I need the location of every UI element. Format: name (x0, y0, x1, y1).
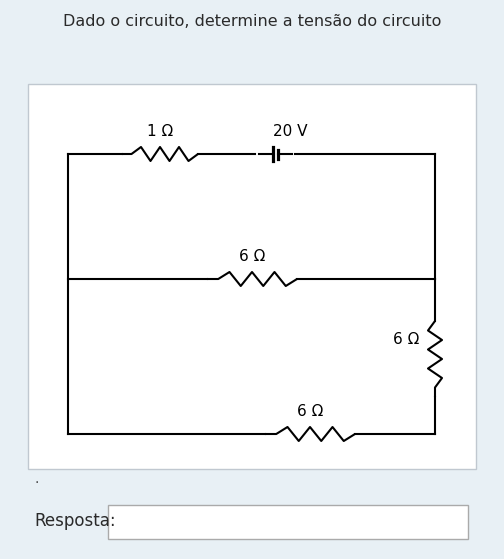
Text: Resposta:: Resposta: (34, 512, 115, 530)
FancyBboxPatch shape (108, 505, 468, 539)
Text: .: . (34, 472, 38, 486)
Text: 20 V: 20 V (273, 124, 307, 139)
Text: 6 Ω: 6 Ω (393, 331, 419, 347)
Text: 1 Ω: 1 Ω (147, 124, 173, 139)
Text: Dado o circuito, determine a tensão do circuito: Dado o circuito, determine a tensão do c… (63, 14, 441, 29)
Text: 6 Ω: 6 Ω (239, 249, 265, 264)
FancyBboxPatch shape (28, 84, 476, 469)
Text: 6 Ω: 6 Ω (297, 404, 323, 419)
